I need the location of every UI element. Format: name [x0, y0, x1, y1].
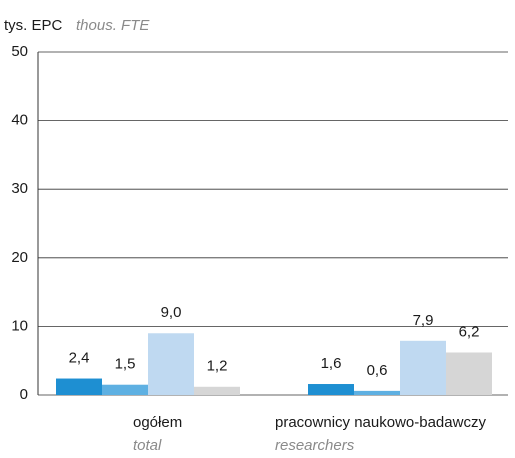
value-label: 9,0 — [161, 304, 182, 321]
bar — [400, 340, 446, 395]
y-tick-label: 20 — [11, 249, 28, 266]
x-tick-label: ogółem — [133, 414, 182, 431]
value-label: 7,9 — [413, 312, 434, 329]
value-label: 1,5 — [115, 356, 136, 373]
bar — [308, 384, 354, 395]
value-label: 1,2 — [207, 358, 228, 375]
bar — [446, 352, 492, 395]
bar — [56, 378, 102, 395]
bar — [354, 390, 400, 395]
x-tick-label-en: total — [133, 437, 162, 454]
x-tick-label-en: researchers — [275, 437, 355, 454]
bar — [194, 386, 240, 395]
y-tick-label: 0 — [20, 386, 28, 403]
value-label: 6,2 — [459, 323, 480, 340]
value-label: 1,6 — [321, 355, 342, 372]
y-tick-label: 10 — [11, 317, 28, 334]
value-label: 0,6 — [367, 362, 388, 379]
bar — [148, 333, 194, 395]
bar — [102, 384, 148, 395]
value-label: 2,4 — [69, 350, 90, 367]
x-tick-label: pracownicy naukowo-badawczy — [275, 414, 486, 431]
y-tick-label: 40 — [11, 112, 28, 129]
y-tick-label: 50 — [11, 43, 28, 60]
y-tick-label: 30 — [11, 180, 28, 197]
y-axis-label-en: thous. FTE — [76, 17, 150, 34]
y-axis-label: tys. EPC — [4, 17, 63, 34]
